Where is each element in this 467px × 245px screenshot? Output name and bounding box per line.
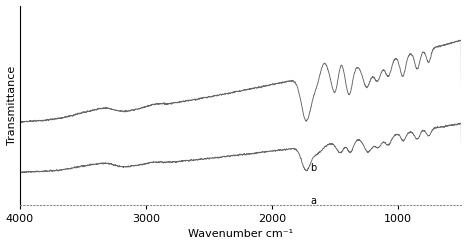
Text: b: b [310, 163, 316, 173]
Text: a: a [310, 196, 316, 206]
X-axis label: Wavenumber cm⁻¹: Wavenumber cm⁻¹ [188, 230, 293, 239]
Y-axis label: Transmittance: Transmittance [7, 66, 17, 145]
